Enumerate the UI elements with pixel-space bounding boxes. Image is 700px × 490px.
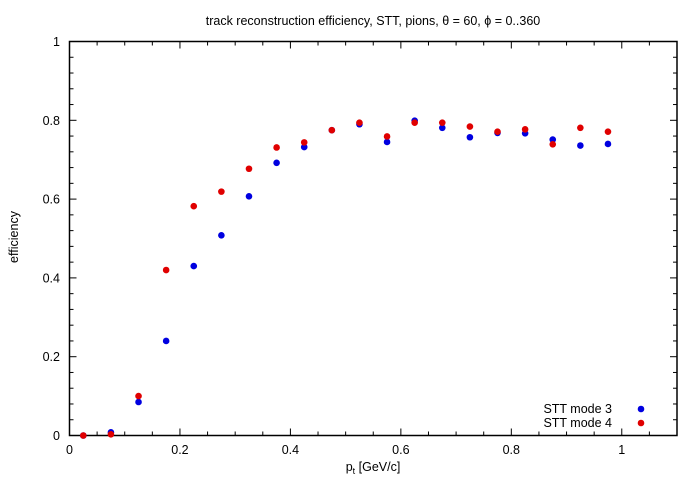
data-point bbox=[604, 140, 612, 148]
series-mode3 bbox=[80, 117, 612, 439]
data-point bbox=[107, 431, 115, 438]
data-point bbox=[300, 143, 308, 151]
data-point bbox=[521, 126, 529, 133]
x-axis-label-main: p bbox=[346, 460, 353, 474]
data-point bbox=[135, 398, 142, 406]
legend-label-mode3: STT mode 3 bbox=[543, 402, 612, 416]
data-point bbox=[218, 232, 225, 239]
x-axis-label: pt [GeV/c] bbox=[346, 460, 401, 476]
x-tick-label: 1 bbox=[618, 443, 625, 457]
data-point bbox=[383, 133, 391, 140]
y-tick-label: 0 bbox=[53, 429, 60, 443]
y-tick-label: 1 bbox=[53, 35, 60, 49]
data-point bbox=[438, 119, 446, 126]
y-axis-label: efficiency bbox=[7, 210, 21, 263]
x-tick-labels: 0 0.2 0.4 0.6 0.8 1 bbox=[66, 443, 625, 457]
x-axis-label-subscript: t bbox=[353, 466, 356, 476]
data-point bbox=[356, 119, 363, 126]
data-point bbox=[162, 266, 170, 274]
x-tick-label: 0.4 bbox=[282, 443, 299, 457]
y-tick-label: 0.6 bbox=[43, 193, 60, 207]
legend-marker-mode3 bbox=[637, 405, 645, 413]
data-point bbox=[577, 142, 584, 149]
data-point bbox=[466, 123, 474, 130]
data-point bbox=[80, 432, 87, 439]
x-axis-label-unit: [GeV/c] bbox=[355, 460, 400, 474]
data-point bbox=[273, 144, 280, 151]
data-point bbox=[328, 126, 336, 134]
x-tick-label: 0.6 bbox=[392, 443, 409, 457]
data-point bbox=[604, 128, 612, 136]
data-point bbox=[273, 159, 280, 167]
legend-label-mode4: STT mode 4 bbox=[543, 416, 612, 430]
y-tick-labels: 0 0.2 0.4 0.6 0.8 1 bbox=[43, 35, 60, 443]
chart-title: track reconstruction efficiency, STT, pi… bbox=[206, 14, 541, 28]
data-point bbox=[438, 124, 446, 132]
data-point bbox=[549, 136, 557, 143]
legend-marker-mode4 bbox=[637, 419, 645, 427]
data-point bbox=[494, 128, 501, 136]
data-point bbox=[411, 119, 418, 126]
axis-ticks bbox=[69, 41, 678, 436]
y-tick-label: 0.8 bbox=[43, 114, 60, 128]
data-point bbox=[245, 165, 253, 173]
plot-frame bbox=[68, 40, 678, 437]
data-point bbox=[549, 141, 557, 148]
x-tick-label: 0.2 bbox=[171, 443, 188, 457]
data-point bbox=[218, 188, 225, 195]
y-tick-label: 0.2 bbox=[43, 350, 60, 364]
data-point bbox=[383, 138, 391, 146]
x-tick-label: 0 bbox=[66, 443, 73, 457]
data-point bbox=[245, 193, 253, 200]
data-point bbox=[577, 124, 584, 132]
legend: STT mode 3 STT mode 4 bbox=[543, 402, 645, 430]
data-point bbox=[162, 337, 170, 345]
data-points bbox=[80, 117, 612, 439]
y-tick-label: 0.4 bbox=[43, 271, 60, 285]
series-mode4 bbox=[80, 119, 612, 439]
x-tick-label: 0.8 bbox=[503, 443, 520, 457]
data-point bbox=[300, 139, 308, 146]
data-point bbox=[466, 133, 474, 141]
data-point bbox=[190, 262, 198, 270]
data-point bbox=[190, 202, 198, 210]
data-point bbox=[135, 392, 142, 400]
